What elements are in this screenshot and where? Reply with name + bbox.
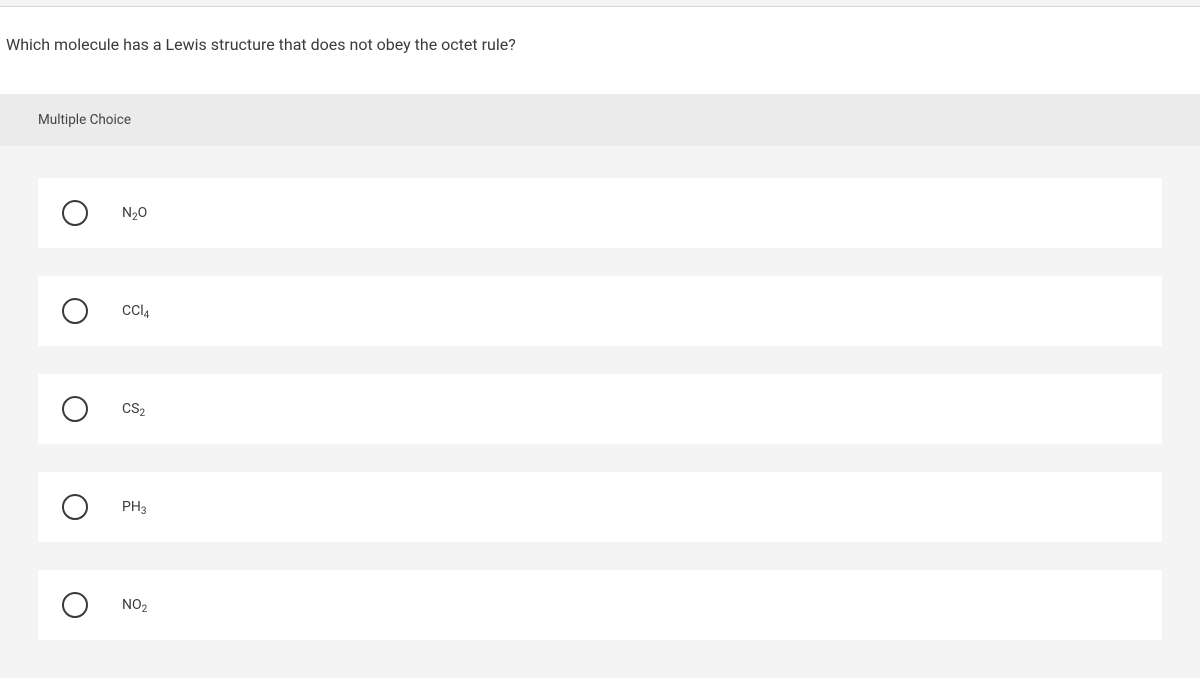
option-formula-main: CCl (122, 303, 144, 319)
option-formula-sub: 2 (142, 604, 148, 615)
option-label: NO2 (122, 597, 147, 613)
option-label: N2O (122, 205, 147, 221)
radio-icon[interactable] (62, 592, 88, 618)
option-label: CCl4 (122, 303, 149, 319)
option-label: CS2 (122, 401, 145, 417)
option-label: PH3 (122, 499, 146, 515)
multiple-choice-header: Multiple Choice (0, 94, 1200, 146)
option-formula-sub: 2 (139, 408, 145, 419)
option-formula-tail: O (138, 205, 148, 221)
option-formula-main: NO (122, 597, 142, 613)
question-area: Which molecule has a Lewis structure tha… (0, 7, 1200, 94)
option-row[interactable]: NO2 (38, 570, 1162, 640)
question-text: Which molecule has a Lewis structure tha… (6, 35, 1194, 54)
option-row[interactable]: CCl4 (38, 276, 1162, 346)
option-formula-sub: 3 (141, 506, 147, 517)
option-formula-main: N (122, 205, 132, 221)
option-row[interactable]: CS2 (38, 374, 1162, 444)
radio-icon[interactable] (62, 200, 88, 226)
radio-icon[interactable] (62, 298, 88, 324)
option-formula-main: PH (122, 499, 141, 515)
answers-container: Multiple Choice N2O CCl4 CS2 PH3 (0, 94, 1200, 678)
radio-icon[interactable] (62, 494, 88, 520)
option-formula-sub: 2 (132, 212, 138, 223)
radio-icon[interactable] (62, 396, 88, 422)
option-row[interactable]: PH3 (38, 472, 1162, 542)
options-list: N2O CCl4 CS2 PH3 NO2 (0, 146, 1200, 678)
option-formula-sub: 4 (144, 310, 150, 321)
option-formula-main: CS (122, 401, 139, 417)
option-row[interactable]: N2O (38, 178, 1162, 248)
